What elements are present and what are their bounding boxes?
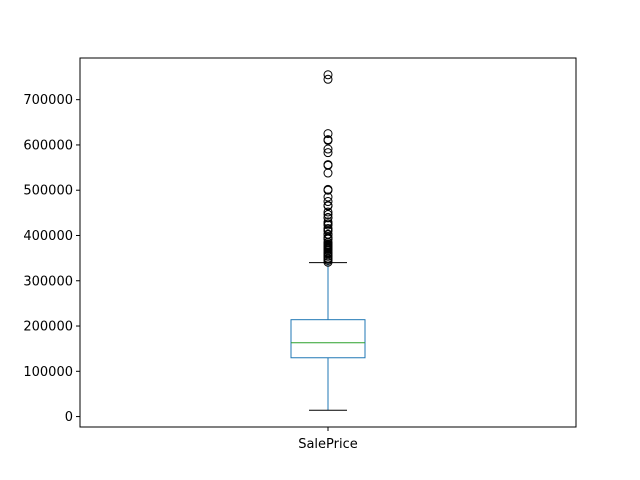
box-iqr [290,319,366,359]
axes-frame [79,57,577,428]
outlier-point [323,144,333,154]
y-tick-label: 0 [65,410,73,425]
outlier-point [323,257,333,267]
outlier-point [323,148,333,158]
outlier-point [323,70,333,80]
y-tick-label: 500000 [23,184,73,199]
x-tick-label: SalePrice [298,437,358,452]
outlier-point [323,168,333,178]
outlier-point [323,220,333,230]
y-tick-label: 200000 [23,320,73,335]
y-tick-label: 600000 [23,138,73,153]
outlier-point [323,207,333,217]
outlier-point [323,185,333,195]
outlier-point [323,213,333,223]
outlier-point [323,135,333,145]
outlier-point [323,197,333,207]
y-tick-label: 100000 [23,365,73,380]
y-tick-label: 700000 [23,93,73,108]
outlier-point [323,210,333,220]
outlier-point [323,129,333,139]
plot-area: 0 100000 200000 300000 400000 500000 600000 700… [23,70,366,452]
y-tick-label: 300000 [23,274,73,289]
y-tick-label: 400000 [23,229,73,244]
outlier-point [323,74,333,84]
